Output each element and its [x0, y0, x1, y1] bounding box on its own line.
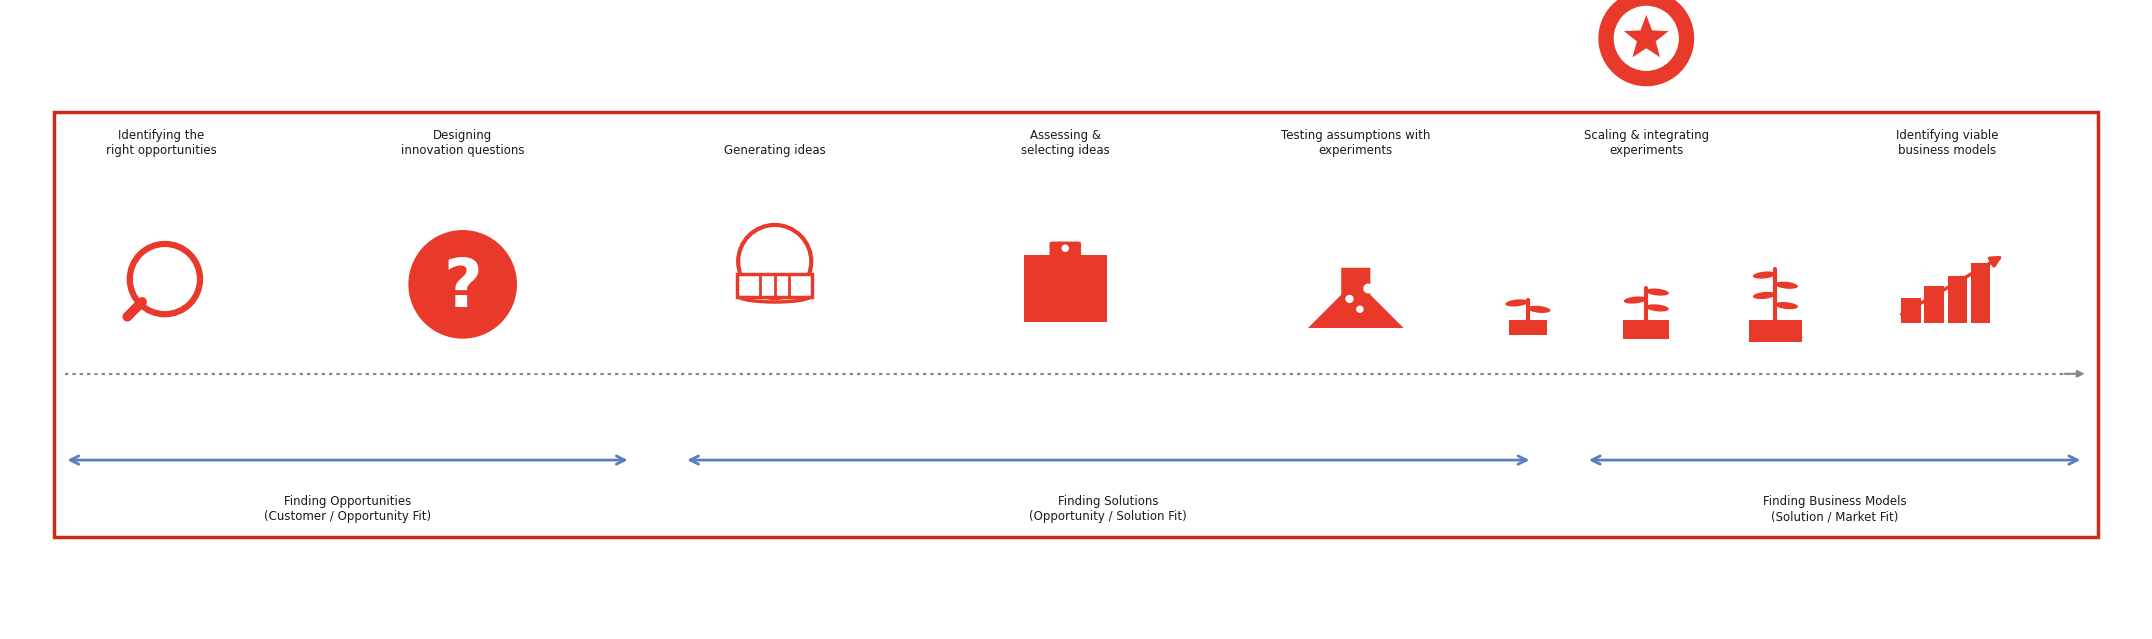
Ellipse shape — [1614, 6, 1679, 71]
FancyBboxPatch shape — [1024, 255, 1106, 321]
Text: Finding Business Models
(Solution / Market Fit): Finding Business Models (Solution / Mark… — [1762, 495, 1907, 523]
Ellipse shape — [1775, 282, 1797, 289]
Ellipse shape — [1754, 272, 1775, 279]
Ellipse shape — [1528, 306, 1549, 313]
Text: Generating ideas: Generating ideas — [723, 144, 826, 157]
FancyBboxPatch shape — [1750, 320, 1801, 343]
Ellipse shape — [409, 230, 516, 339]
Text: Assessing &
selecting ideas: Assessing & selecting ideas — [1020, 128, 1110, 157]
Polygon shape — [1599, 0, 1694, 109]
Text: Testing assumptions with
experiments: Testing assumptions with experiments — [1280, 128, 1431, 157]
FancyBboxPatch shape — [1948, 275, 1967, 323]
FancyBboxPatch shape — [1924, 286, 1943, 323]
Text: Identifying the
right opportunities: Identifying the right opportunities — [105, 128, 217, 157]
Text: Designing
innovation questions: Designing innovation questions — [400, 128, 525, 157]
Ellipse shape — [1775, 302, 1797, 309]
Ellipse shape — [1754, 292, 1775, 299]
Ellipse shape — [1345, 295, 1354, 303]
Ellipse shape — [1625, 296, 1646, 304]
FancyBboxPatch shape — [1509, 320, 1547, 335]
Ellipse shape — [1646, 288, 1668, 296]
Ellipse shape — [1061, 245, 1070, 252]
Ellipse shape — [1356, 305, 1364, 313]
FancyBboxPatch shape — [1050, 242, 1080, 259]
Text: Finding Opportunities
(Customer / Opportunity Fit): Finding Opportunities (Customer / Opport… — [265, 495, 430, 523]
FancyBboxPatch shape — [1971, 263, 1991, 323]
Polygon shape — [1308, 268, 1403, 328]
Ellipse shape — [1362, 284, 1373, 293]
Text: Identifying viable
business models: Identifying viable business models — [1896, 128, 1999, 157]
Ellipse shape — [1506, 299, 1528, 307]
Text: Finding Solutions
(Opportunity / Solution Fit): Finding Solutions (Opportunity / Solutio… — [1029, 495, 1188, 523]
Text: Scaling & integrating
experiments: Scaling & integrating experiments — [1584, 128, 1709, 157]
Ellipse shape — [1646, 304, 1668, 311]
Text: ?: ? — [443, 254, 482, 321]
Polygon shape — [1625, 15, 1668, 58]
FancyBboxPatch shape — [738, 274, 811, 296]
FancyBboxPatch shape — [1900, 298, 1922, 323]
FancyBboxPatch shape — [1623, 320, 1670, 339]
